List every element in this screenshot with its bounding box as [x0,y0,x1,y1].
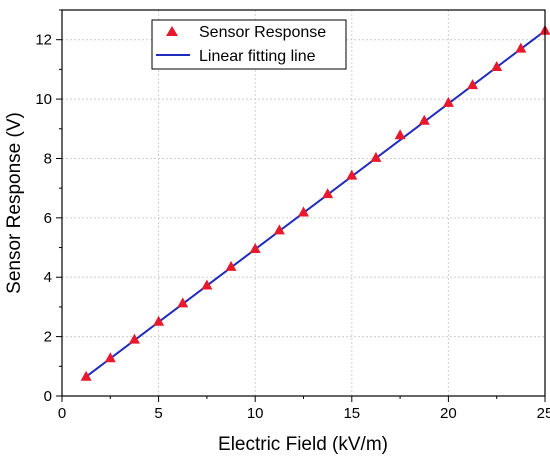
data-point [128,333,140,344]
y-tick-label: 10 [35,91,52,108]
x-tick-label: 15 [343,405,360,422]
x-tick-label: 10 [247,405,264,422]
y-tick-label: 2 [44,329,52,346]
x-tick-label: 5 [154,405,162,422]
y-tick-label: 8 [44,150,52,167]
plot-background [62,10,545,396]
x-tick-label: 0 [58,405,66,422]
data-point [322,188,334,199]
data-point [201,279,213,290]
data-point [370,151,382,162]
data-point [177,297,189,308]
data-point [225,260,237,271]
data-point [298,206,309,217]
data-point [80,370,92,381]
data-point [515,42,527,53]
data-point [104,352,116,363]
y-tick-label: 6 [44,210,52,227]
x-tick-label: 20 [440,405,457,422]
data-point [249,243,261,254]
data-point [346,169,358,180]
legend-marker-sensor-response [166,26,178,36]
y-tick-label: 4 [44,269,52,286]
data-point [418,114,430,125]
data-point [442,96,454,107]
y-tick-label: 12 [35,32,52,49]
data-point [467,79,479,90]
legend-box [151,19,347,70]
legend-label-linear-fit: Linear fitting line [199,48,316,65]
x-axis-title: Electric Field (kV/m) [218,434,388,455]
y-tick-label: 0 [44,388,52,405]
legend-label-sensor-response: Sensor Response [199,24,326,41]
x-tick-label: 25 [537,405,550,422]
data-series [80,24,550,381]
data-point [491,61,503,72]
legend: Sensor Response Linear fitting line [151,19,347,70]
y-axis-title: Sensor Response (V) [4,112,25,294]
data-point [394,129,406,140]
axis-ticks: 0 5 10 15 20 25 0 2 4 6 8 10 12 [35,9,550,422]
data-point [153,315,165,326]
data-point [273,224,285,235]
